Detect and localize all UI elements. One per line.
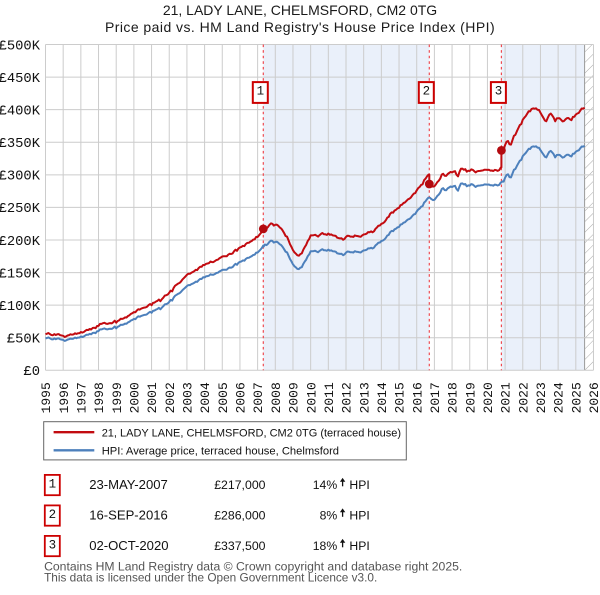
svg-text:HPI: Average price, terraced h: HPI: Average price, terraced house, Chel…	[102, 446, 339, 458]
svg-text:3: 3	[49, 538, 57, 552]
svg-text:23-MAY-2007: 23-MAY-2007	[89, 477, 168, 492]
svg-text:£100K: £100K	[0, 300, 41, 315]
svg-text:1997: 1997	[74, 382, 89, 413]
svg-text:2010: 2010	[304, 382, 319, 413]
svg-text:2017: 2017	[428, 382, 443, 413]
svg-text:1: 1	[49, 477, 57, 491]
svg-text:£450K: £450K	[0, 72, 41, 87]
svg-text:2014: 2014	[375, 382, 390, 413]
svg-text:£217,000: £217,000	[214, 478, 265, 492]
svg-text:2015: 2015	[393, 382, 408, 413]
svg-text:HPI: HPI	[349, 478, 369, 492]
svg-text:2002: 2002	[163, 382, 178, 413]
svg-text:This data is licensed under th: This data is licensed under the Open Gov…	[44, 571, 377, 585]
svg-text:1: 1	[257, 84, 265, 98]
svg-text:2: 2	[49, 508, 57, 522]
svg-text:2022: 2022	[516, 382, 531, 413]
svg-text:2023: 2023	[534, 382, 549, 413]
svg-text:2024: 2024	[552, 382, 567, 413]
svg-text:14%: 14%	[313, 478, 338, 492]
svg-text:£150K: £150K	[0, 267, 41, 282]
svg-text:2003: 2003	[181, 382, 196, 413]
svg-text:1999: 1999	[110, 382, 125, 413]
svg-text:2005: 2005	[216, 382, 231, 413]
svg-text:2008: 2008	[269, 382, 284, 413]
svg-text:2021: 2021	[499, 382, 514, 413]
svg-text:HPI: HPI	[349, 539, 369, 553]
svg-text:2007: 2007	[251, 382, 266, 413]
svg-text:£0: £0	[23, 365, 40, 380]
svg-text:02-OCT-2020: 02-OCT-2020	[89, 538, 168, 553]
svg-text:3: 3	[495, 84, 503, 98]
svg-text:£286,000: £286,000	[214, 508, 265, 522]
svg-text:Price paid vs. HM Land Registr: Price paid vs. HM Land Registry's House …	[105, 19, 495, 35]
svg-text:2020: 2020	[481, 382, 496, 413]
svg-text:£50K: £50K	[7, 333, 41, 348]
svg-text:£400K: £400K	[0, 105, 41, 120]
svg-text:£500K: £500K	[0, 39, 41, 54]
svg-text:2019: 2019	[463, 382, 478, 413]
svg-text:£250K: £250K	[0, 202, 41, 217]
svg-text:2018: 2018	[446, 382, 461, 413]
svg-text:8%: 8%	[320, 508, 338, 522]
svg-text:2025: 2025	[569, 382, 584, 413]
svg-text:2011: 2011	[322, 382, 337, 413]
svg-text:16-SEP-2016: 16-SEP-2016	[89, 507, 168, 522]
svg-text:2001: 2001	[145, 382, 160, 413]
svg-text:HPI: HPI	[349, 508, 369, 522]
svg-text:1995: 1995	[39, 382, 54, 413]
svg-text:1998: 1998	[92, 382, 107, 413]
svg-text:21, LADY LANE, CHELMSFORD, CM2: 21, LADY LANE, CHELMSFORD, CM2 0TG	[163, 2, 437, 18]
svg-text:2016: 2016	[410, 382, 425, 413]
svg-text:2000: 2000	[127, 382, 142, 413]
svg-text:2004: 2004	[198, 382, 213, 413]
svg-text:£337,500: £337,500	[214, 539, 265, 553]
svg-text:2: 2	[423, 84, 431, 98]
svg-text:18%: 18%	[313, 539, 338, 553]
svg-text:£350K: £350K	[0, 137, 41, 152]
svg-text:1996: 1996	[57, 382, 72, 413]
svg-text:2026: 2026	[587, 382, 600, 413]
svg-text:21, LADY LANE, CHELMSFORD, CM2: 21, LADY LANE, CHELMSFORD, CM2 0TG (terr…	[102, 428, 401, 440]
svg-text:2013: 2013	[357, 382, 372, 413]
svg-text:2012: 2012	[340, 382, 355, 413]
svg-text:£200K: £200K	[0, 235, 41, 250]
svg-text:2006: 2006	[234, 382, 249, 413]
svg-text:Contains HM Land Registry data: Contains HM Land Registry data © Crown c…	[44, 560, 462, 574]
svg-text:£300K: £300K	[0, 170, 41, 185]
svg-text:2009: 2009	[287, 382, 302, 413]
